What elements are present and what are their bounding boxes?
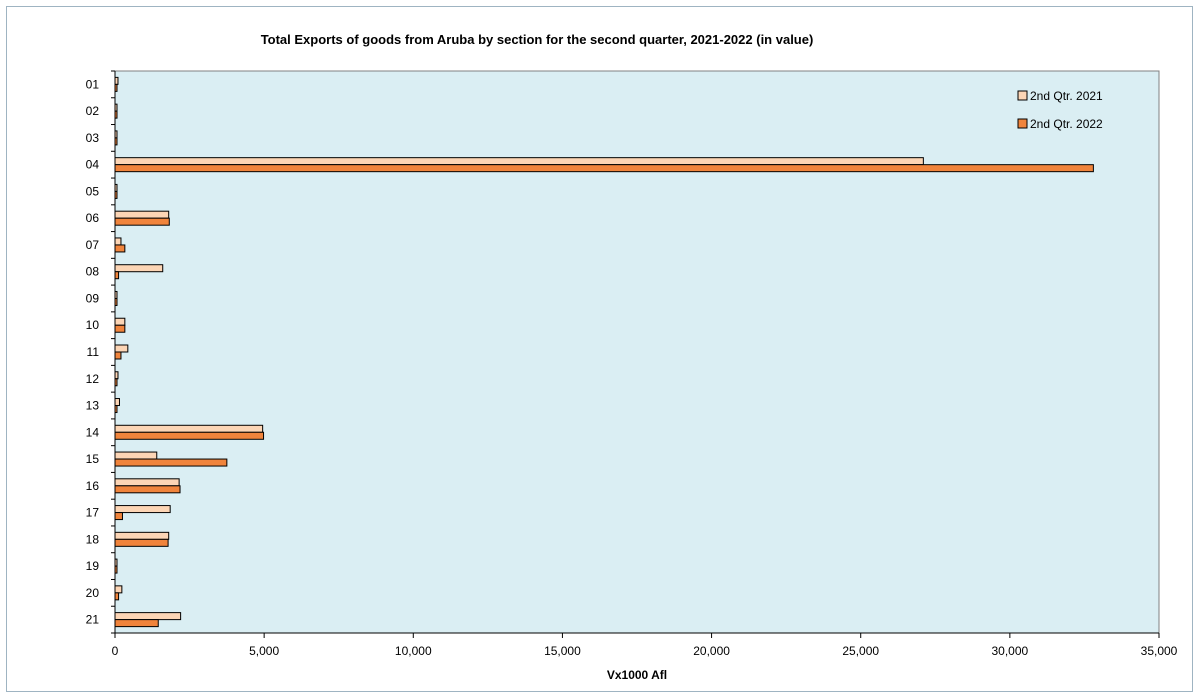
- x-tick-label: 15,000: [544, 644, 581, 658]
- bar-2022-18: [114, 538, 169, 547]
- bar-2021-04: [114, 157, 924, 166]
- y-tick-label: 17: [86, 506, 100, 520]
- x-axis: 0 5,000 10,000 15,000 20,000 25,000 30,000 35,0…: [112, 632, 1178, 658]
- legend-label: 2nd Qtr. 2021: [1030, 89, 1103, 103]
- legend: 2nd Qtr. 2021 2nd Qtr. 2022: [1017, 89, 1103, 131]
- y-tick-label: 19: [86, 559, 100, 573]
- y-tick-label: 02: [86, 104, 100, 118]
- y-tick-label: 01: [86, 77, 100, 91]
- bar-2022-10: [114, 324, 126, 333]
- plot-area: [114, 70, 1160, 634]
- y-tick-label: 11: [87, 345, 100, 359]
- bar-2022-16: [114, 485, 181, 494]
- x-tick-label: 20,000: [693, 644, 730, 658]
- legend-label: 2nd Qtr. 2022: [1030, 117, 1103, 131]
- bar-2021-17: [114, 505, 171, 514]
- bar-2022-06: [114, 217, 170, 226]
- bar-2022-08: [114, 271, 120, 280]
- y-tick-label: 18: [86, 532, 100, 546]
- y-tick-label: 13: [86, 399, 100, 413]
- y-tick-label: 04: [86, 158, 100, 172]
- bar-2021-18: [114, 531, 170, 540]
- bar-2021-08: [114, 264, 164, 273]
- x-axis-label: Vx1000 Afl: [607, 668, 667, 682]
- bar-2022-14: [114, 431, 265, 440]
- bar-2022-17: [114, 512, 123, 521]
- bar-2022-11: [114, 351, 122, 360]
- bar-2022-20: [114, 592, 120, 601]
- bar-2021-07: [114, 237, 122, 246]
- bar-2022-07: [114, 244, 126, 253]
- chart-frame: Total Exports of goods from Aruba by sec…: [6, 6, 1193, 692]
- x-tick-label: 10,000: [395, 644, 432, 658]
- bar-2021-15: [114, 451, 158, 460]
- y-tick-label: 07: [86, 238, 100, 252]
- y-tick-label: 05: [86, 184, 100, 198]
- bar-2022-15: [114, 458, 228, 467]
- bar-2021-11: [114, 344, 129, 353]
- bars-layer: [114, 76, 1094, 628]
- bar-2022-21: [114, 619, 159, 628]
- y-tick-label: 14: [86, 425, 100, 439]
- x-tick-label: 0: [112, 644, 119, 658]
- bar-2021-21: [114, 612, 182, 621]
- chart-title: Total Exports of goods from Aruba by sec…: [261, 32, 814, 47]
- x-tick-label: 5,000: [249, 644, 279, 658]
- legend-swatch: [1017, 90, 1028, 101]
- bar-2021-13: [114, 398, 120, 407]
- y-tick-label: 08: [86, 265, 100, 279]
- x-tick-label: 25,000: [842, 644, 879, 658]
- y-tick-label: 15: [86, 452, 100, 466]
- y-tick-label: 10: [86, 318, 100, 332]
- x-tick-label: 30,000: [992, 644, 1029, 658]
- bar-2021-10: [114, 317, 126, 326]
- bar-2021-16: [114, 478, 180, 487]
- y-tick-label: 12: [86, 372, 100, 386]
- bar-chart: Total Exports of goods from Aruba by sec…: [86, 32, 1178, 682]
- y-tick-label: 03: [86, 131, 100, 145]
- x-tick-label: 35,000: [1141, 644, 1178, 658]
- bar-2021-14: [114, 424, 264, 433]
- y-axis: 01 02 03 04 05 06 07 08 09 10 11 12 13 14 15 16 17 18 19 20…: [86, 70, 116, 634]
- legend-swatch: [1017, 118, 1028, 129]
- y-tick-label: 06: [86, 211, 100, 225]
- y-tick-label: 09: [86, 291, 100, 305]
- y-tick-label: 16: [86, 479, 100, 493]
- y-tick-label: 20: [86, 586, 100, 600]
- y-tick-label: 21: [86, 613, 100, 627]
- bar-2021-20: [114, 585, 123, 594]
- bar-2021-06: [114, 210, 170, 219]
- bar-2022-04: [114, 164, 1094, 173]
